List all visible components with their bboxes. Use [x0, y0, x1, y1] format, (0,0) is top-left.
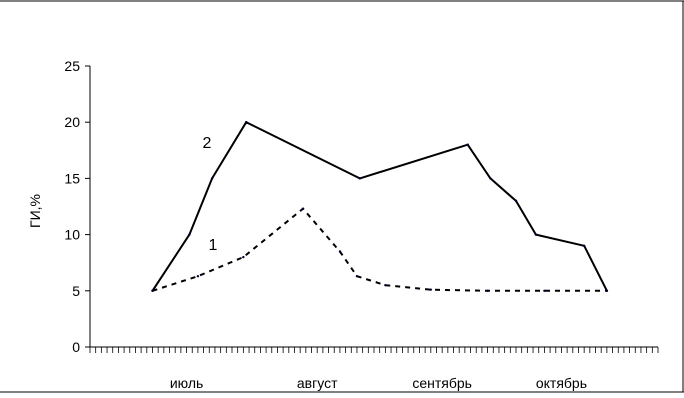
- month-label-3: октябрь: [536, 375, 587, 391]
- month-label-1: август: [297, 375, 338, 391]
- series-point-2: [245, 121, 248, 124]
- y-tick-label-15: 15: [64, 170, 80, 186]
- series-point-1: [196, 274, 200, 278]
- series-point-1: [543, 289, 546, 292]
- series-point-2: [358, 177, 361, 180]
- series-point-2: [188, 233, 191, 236]
- series-point-2: [582, 244, 586, 248]
- series-point-1: [242, 255, 245, 259]
- series-lines: [151, 121, 609, 292]
- y-tick-label-20: 20: [64, 114, 80, 130]
- series-point-1: [151, 289, 154, 292]
- series-point-1: [605, 289, 609, 292]
- y-tick-label-25: 25: [64, 58, 80, 74]
- y-tick-label-10: 10: [64, 227, 80, 243]
- month-label-2: сентябрь: [412, 375, 472, 391]
- series-point-2: [534, 233, 538, 236]
- series-point-1: [429, 288, 432, 291]
- axes: [89, 66, 658, 348]
- y-tick-label-5: 5: [72, 283, 80, 299]
- y-tick-label-0: 0: [72, 339, 80, 355]
- x-ticks: [89, 347, 659, 353]
- month-label-0: июль: [170, 375, 203, 391]
- series-point-1: [384, 283, 387, 287]
- y-ticks: 0 5 10 15 20 25: [64, 58, 90, 355]
- month-labels: июль август сентябрь октябрь: [170, 375, 587, 391]
- y-axis-label: ГИ,%: [27, 194, 43, 228]
- series-line-1: [152, 207, 607, 292]
- series-point-1: [338, 250, 342, 253]
- series-label-1: 1: [209, 237, 218, 254]
- series-point-1: [355, 274, 359, 278]
- series-labels: 21: [203, 135, 218, 254]
- series-point-2: [514, 199, 518, 203]
- series-point-1: [486, 289, 489, 292]
- series-point-2: [466, 143, 469, 146]
- series-point-1: [301, 207, 305, 210]
- series-point-2: [210, 177, 214, 180]
- series-line-2: [151, 121, 608, 292]
- series-point-2: [489, 177, 492, 180]
- series-label-2: 2: [203, 135, 212, 152]
